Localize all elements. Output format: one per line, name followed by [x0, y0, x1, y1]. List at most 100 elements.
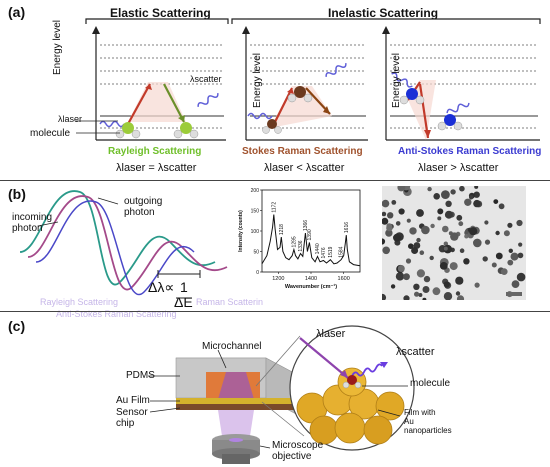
nanoparticle: [443, 241, 448, 246]
nanoparticle: [507, 259, 514, 266]
au-film-label: Au Film: [116, 395, 150, 406]
nanoparticle: [443, 292, 453, 300]
stokes-scatter-wave: [325, 63, 347, 77]
nanoparticle: [398, 208, 405, 215]
nanoparticle: [444, 210, 453, 219]
nanoparticle: [386, 223, 393, 229]
y-axis-label: Intensity (counts): [238, 210, 244, 252]
zoom-scatter-label: λscatter: [396, 346, 435, 358]
nanoparticle: [390, 284, 396, 289]
nanoparticle: [516, 219, 523, 227]
nanoparticle: [495, 230, 500, 236]
nanoparticle: [507, 222, 513, 228]
nanoparticle: [482, 256, 488, 262]
nanoparticle: [382, 246, 390, 255]
antistokes-laser-wave: [391, 72, 413, 88]
nanoparticle: [450, 189, 456, 195]
nanoparticle: [427, 186, 432, 192]
nanoparticle: [403, 273, 410, 281]
nanoparticle: [464, 198, 472, 206]
nanoparticle: [391, 200, 397, 205]
nanoparticle: [382, 238, 386, 245]
nanoparticle: [469, 195, 474, 200]
third-wave: [35, 200, 195, 296]
rayleigh-energy-diagram: [76, 26, 226, 141]
peak-label: 1519: [328, 246, 334, 257]
stokes-relation: λlaser < λscatter: [264, 162, 345, 174]
rayleigh-laser-wave: [99, 120, 125, 128]
nanoparticle: [437, 216, 442, 221]
rayleigh-up-arrow: [127, 83, 151, 125]
nanoparticle: [474, 186, 479, 189]
energy-axis-label-stokes: Energy level: [252, 52, 264, 109]
nanoparticle: [432, 287, 441, 296]
stokes-name: Stokes Raman Scattering: [242, 146, 363, 157]
y-tick-label: 100: [251, 229, 260, 235]
zoom-laser-label: λlaser: [316, 328, 346, 340]
outgoing-photon-label: outgoing photon: [124, 196, 163, 218]
nanoparticle: [510, 252, 519, 261]
delta-one: 1: [180, 279, 188, 295]
nanoparticle: [414, 291, 420, 297]
nanoparticle: [422, 286, 430, 293]
antistokes-down-arrow: [418, 83, 430, 139]
waves-illustration: [19, 190, 228, 299]
nanoparticle: [456, 295, 465, 300]
peak-label: 1172: [271, 202, 277, 213]
panel-b-label: (b): [8, 186, 26, 202]
nanoparticle: [463, 258, 470, 265]
nanoparticle: [508, 248, 513, 253]
sensor-chip-layer: [176, 404, 296, 410]
nanoparticle: [382, 211, 387, 217]
nanoparticle: [493, 199, 499, 204]
peak-label: 1584: [339, 246, 345, 257]
objective-label: Microscope objective: [272, 440, 324, 462]
nanoparticle: [450, 232, 459, 241]
nanoparticle: [459, 186, 465, 192]
peak-label: 1218: [279, 224, 285, 235]
antistokes-energy-diagram: [382, 26, 540, 141]
nanoparticle: [516, 272, 526, 282]
energy-axis-label-rayleigh: Energy level: [52, 19, 63, 75]
antistokes-name: Anti-Stokes Raman Scattering: [398, 146, 542, 157]
incoming-photon-label: incoming photon: [12, 212, 53, 234]
nanoparticle: [419, 250, 425, 255]
nanoparticle: [405, 258, 412, 264]
nanoparticle: [408, 243, 414, 249]
stokes-molecule-top: [287, 86, 313, 103]
nanoparticle: [423, 275, 431, 283]
nanoparticle: [422, 297, 427, 300]
peak-label: 1440: [315, 243, 321, 254]
inelastic-bracket: [231, 18, 541, 24]
peak-label: 1295: [291, 236, 297, 247]
nanoparticle: [459, 248, 465, 253]
nanoparticle: [491, 262, 497, 268]
peak-label: 1336: [298, 240, 304, 251]
peak-label: 1616: [344, 222, 350, 233]
nanoparticle: [517, 252, 524, 259]
nanoparticle: [429, 255, 434, 261]
nanoparticle: [382, 217, 389, 225]
spectrum-line: [261, 214, 361, 267]
nanoparticle: [416, 269, 425, 278]
ghost-rayleigh: Rayleigh Scattering: [40, 297, 119, 307]
nanoparticle: [500, 268, 508, 275]
x-axis-label: Wavenumber (cm⁻¹): [285, 283, 337, 290]
outgoing-wave: [27, 195, 228, 291]
nanoparticle: [441, 190, 450, 199]
nanoparticle: [385, 229, 393, 237]
nanoparticle: [382, 199, 390, 208]
nanoparticle: [418, 293, 423, 297]
nanoparticle: [395, 272, 405, 281]
nanoparticle: [387, 212, 394, 219]
nanoparticle: [495, 252, 503, 260]
nanoparticle: [437, 208, 444, 215]
y-tick-label: 0: [256, 270, 259, 276]
panel-a-label: (a): [8, 4, 26, 20]
ghost-raman: Raman Scatterin: [196, 297, 264, 307]
rayleigh-molecule-right: [173, 122, 199, 139]
rayleigh-laser-label: λlaser: [58, 114, 83, 124]
rayleigh-name: Rayleigh Scattering: [108, 146, 202, 157]
antistokes-scatter-wave: [446, 102, 470, 114]
x-tick-label: 1600: [338, 276, 350, 282]
